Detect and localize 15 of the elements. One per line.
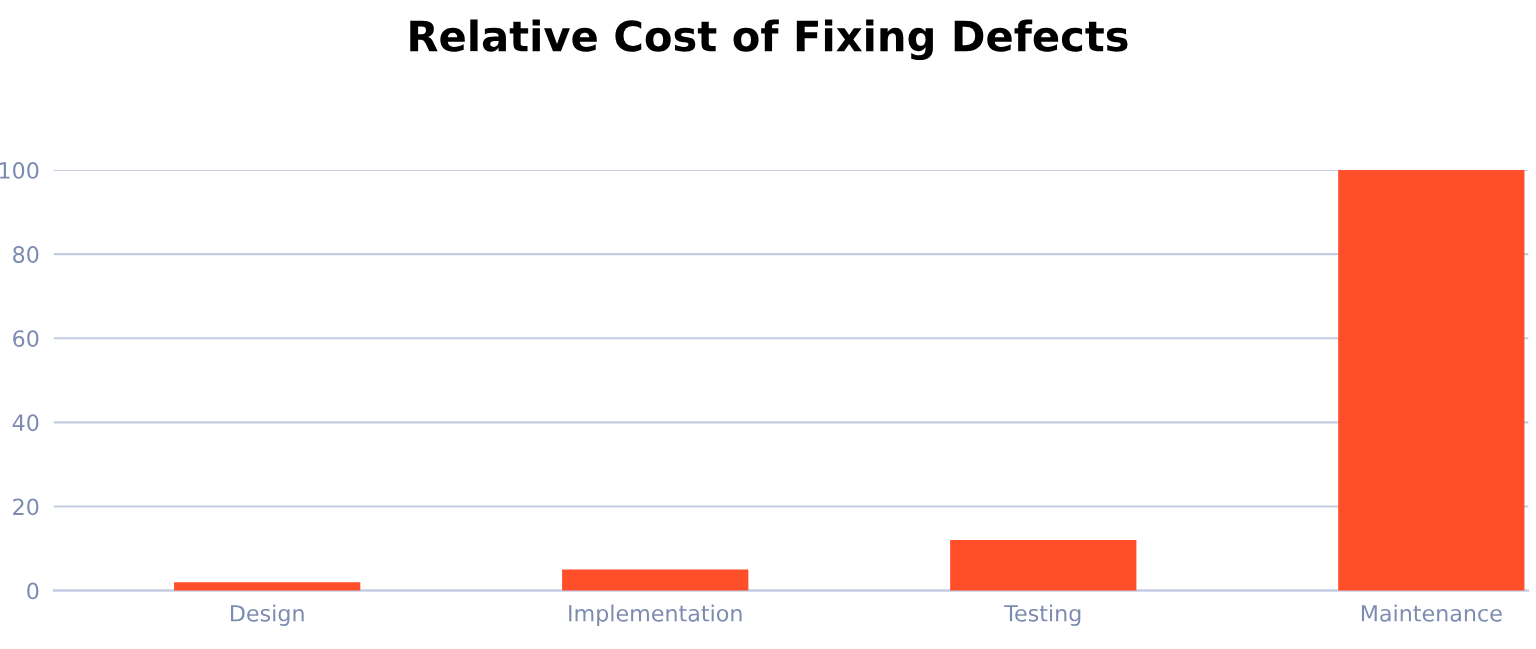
y-tick-label: 0	[27, 582, 39, 600]
x-tick-label: Testing	[1004, 604, 1081, 626]
chart-title: Relative Cost of Fixing Defects	[410, 19, 1128, 61]
y-tick-label: 100	[0, 161, 39, 179]
x-tick-label: Implementation	[569, 604, 742, 626]
x-tick-label: Maintenance	[1361, 604, 1502, 622]
y-tick-label: 60	[13, 330, 39, 348]
bar	[1338, 170, 1525, 591]
x-tick-label: Design	[231, 604, 304, 626]
bar	[174, 582, 361, 591]
bar	[562, 569, 749, 591]
y-tick-label: 80	[13, 246, 39, 263]
bar	[950, 540, 1137, 591]
y-tick-label: 20	[13, 498, 39, 516]
y-tick-label: 40	[12, 414, 39, 432]
